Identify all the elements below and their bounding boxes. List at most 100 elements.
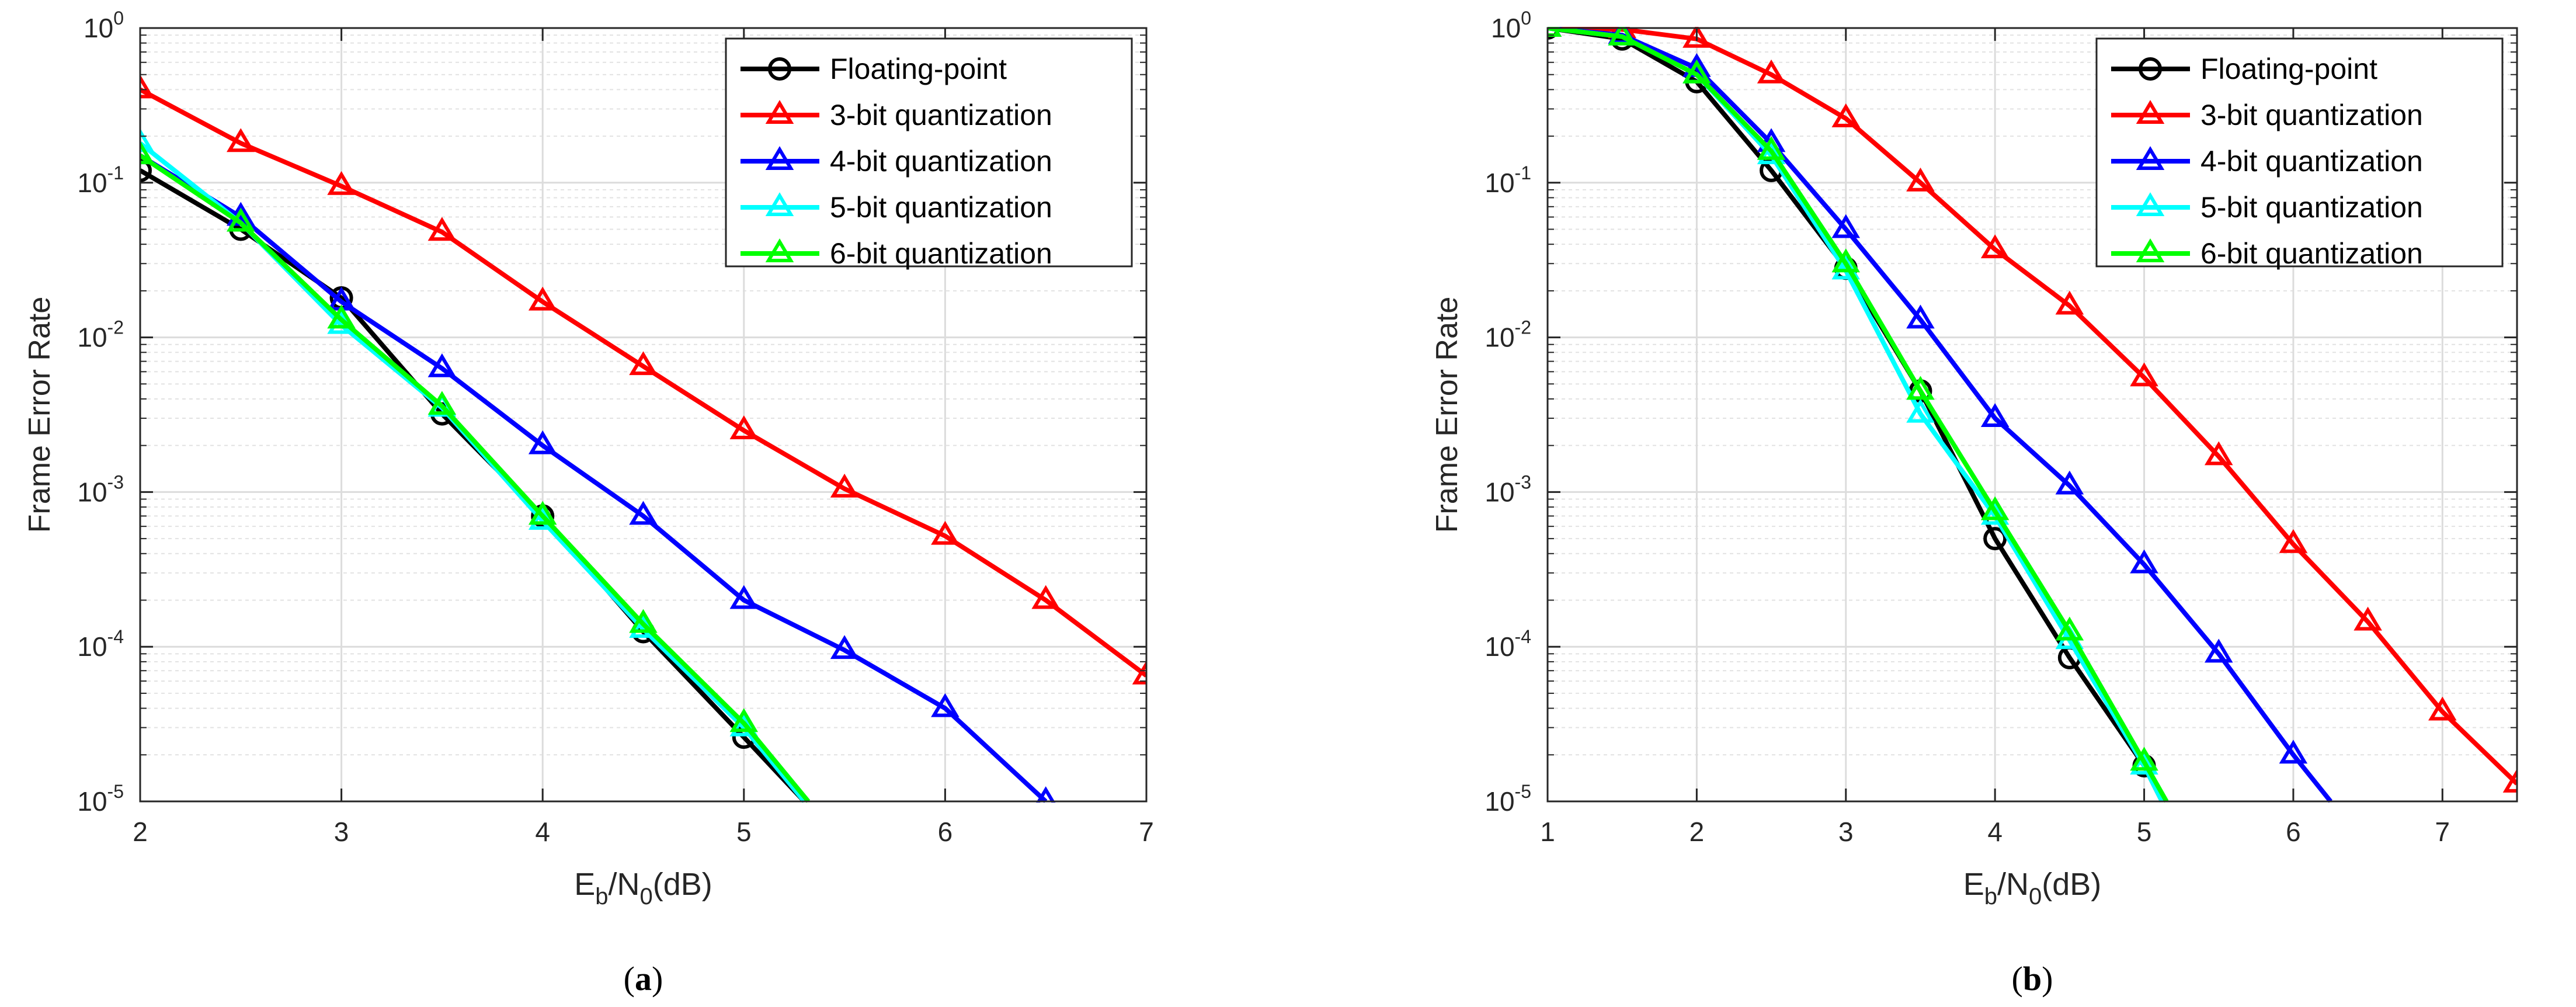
data-point [2130,549,2158,574]
caption-a: (a) [624,960,663,998]
data-point [931,520,960,545]
data-point [427,391,457,415]
series-6-bit-quantization [1548,27,2169,803]
data-point [2130,362,2158,387]
data-point [2279,529,2308,553]
legend-entry: 4-bit quantization [2111,145,2423,178]
plot-series-a [140,74,1146,803]
x-label-main: E [1963,867,1984,902]
data-point [1757,140,1786,165]
legend-marker [765,146,794,170]
data-point [2130,746,2158,771]
data-point [140,158,152,182]
legend-marker [765,100,794,124]
data-point [140,140,155,165]
legend-box [2095,37,2504,268]
series-3-bit-quantization [140,74,1146,685]
legend-entry: 5-bit quantization [2111,191,2423,224]
legend-entry: Floating-point [2111,53,2377,85]
data-point [227,207,255,232]
data-point [2428,696,2457,721]
legend-a: Floating-point 3-bit quantization 4-bit qu… [725,37,1133,270]
data-point [2055,616,2084,641]
caption-b-close: ) [2042,960,2053,998]
data-point [1906,304,1935,329]
data-point [1757,136,1786,160]
legend-label: Floating-point [830,53,1007,85]
data-point [1983,527,2007,551]
data-point [327,304,356,329]
legend-entry: 3-bit quantization [741,99,1052,131]
data-point [931,693,960,717]
y-tick-label: 10-2 [77,317,124,353]
x-tick-label: 6 [938,817,953,847]
legend-label: Floating-point [2200,53,2377,85]
x-label-tail: (dB) [653,867,712,902]
caption-b-letter: b [2023,960,2042,998]
data-point [1757,59,1786,84]
data-point [729,708,759,732]
x-tick-label: 7 [2435,817,2450,847]
data-point [1980,501,2010,525]
data-point [830,635,859,659]
legend-label: 5-bit quantization [830,191,1052,224]
data-point [2204,638,2233,663]
data-point [1831,248,1861,273]
x-axis-label-b: Eb/N0(dB) [1963,867,2102,909]
x-tick-label: 3 [1838,817,1854,847]
tick-labels-a: 2 3 4 5 6 7 10-5 10-4 10-3 10-2 10-1 100 [77,8,1153,847]
x-tick-label: 4 [535,817,550,847]
data-point [729,415,759,440]
data-point [729,585,759,609]
grid-b [1546,27,2517,803]
data-point [1831,255,1861,280]
data-point [2055,290,2084,315]
axes-b [1546,27,2518,803]
plot-series-b [1548,27,2517,803]
legend-box [725,37,1133,268]
x-tick-label: 3 [334,817,349,847]
y-tick-label: 100 [1491,8,1531,43]
data-point [2353,606,2382,631]
data-point [227,128,255,152]
data-point [327,171,356,195]
data-point [528,501,557,525]
data-point [1980,403,2010,428]
data-point [2130,751,2158,775]
series-6-bit-quantization [140,140,811,803]
data-point [1906,376,1935,400]
axes-frame [1546,27,2518,803]
legend-marker [2136,238,2165,262]
caption-a-letter: a [635,960,652,998]
legend-marker [768,57,791,81]
x-tick-label: 1 [1540,817,1555,847]
legend-entry: 5-bit quantization [741,191,1052,224]
y-tick-label: 10-5 [1485,781,1531,817]
legend-marker [2136,192,2165,216]
tick-labels-b: 1 2 3 4 5 6 7 10-5 10-4 10-3 10-2 10-1 100 [1485,8,2450,847]
legend-marker [2136,100,2165,124]
data-point [2055,470,2084,495]
chart-panel-a: 2 3 4 5 6 7 10-5 10-4 10-3 10-2 10-1 100 Frame Erro… [23,8,1154,998]
data-point [1906,167,1935,192]
data-point [1831,103,1861,127]
series-3-bit-quantization [1548,27,2517,793]
caption-a-open: ( [624,960,635,998]
axes-frame [139,27,1148,803]
legend-label: 4-bit quantization [830,145,1052,178]
y-tick-label: 10-4 [1485,626,1531,662]
y-axis-label-a: Frame Error Rate [23,297,57,533]
series-line [1548,27,2332,803]
series-line [140,87,1146,678]
x-axis-label-a: Eb/N0(dB) [574,867,712,909]
data-point [528,286,557,311]
chart-panel-b: 1 2 3 4 5 6 7 10-5 10-4 10-3 10-2 10-1 100 Frame Err… [1430,8,2518,998]
data-point [729,712,759,737]
data-point [427,217,457,241]
legend-label: 3-bit quantization [2200,99,2423,131]
data-point [1608,27,1636,46]
y-tick-label: 10-4 [77,626,124,662]
legend-marker [765,238,794,262]
data-point [1980,496,2010,520]
